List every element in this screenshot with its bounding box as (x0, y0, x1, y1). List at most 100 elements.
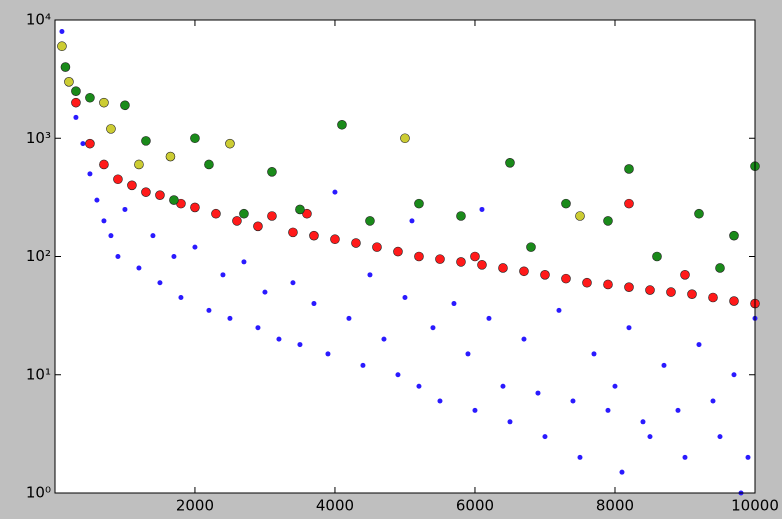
point (85, 138, 95, 149)
point (395, 372, 401, 378)
point (715, 263, 725, 273)
point (134, 159, 144, 170)
point (211, 208, 221, 219)
point (612, 383, 618, 389)
point (437, 398, 443, 404)
point (120, 100, 130, 111)
x-tick-label: 6000 (456, 497, 494, 515)
point (435, 254, 445, 264)
point (645, 285, 655, 295)
point (267, 211, 277, 221)
point (393, 246, 403, 257)
point (239, 208, 249, 219)
point (337, 119, 347, 130)
point (136, 265, 142, 271)
point (127, 180, 137, 191)
point (367, 272, 373, 278)
point (626, 325, 632, 331)
point (486, 315, 492, 321)
point (666, 287, 676, 297)
point (575, 211, 585, 221)
point (745, 454, 751, 460)
point (267, 167, 277, 177)
point (141, 187, 151, 197)
point (682, 454, 688, 460)
point (619, 469, 625, 475)
point (178, 295, 184, 301)
point (556, 307, 562, 313)
point (652, 251, 662, 262)
x-tick-label: 4000 (316, 497, 354, 515)
point (409, 218, 415, 224)
point (731, 372, 737, 378)
plot-area (55, 20, 755, 493)
point (416, 383, 422, 389)
point (332, 189, 338, 195)
point (477, 260, 487, 270)
point (73, 114, 79, 120)
point (470, 251, 480, 262)
point (591, 351, 597, 357)
point (521, 336, 527, 342)
point (99, 159, 109, 170)
point (325, 351, 331, 357)
point (297, 342, 303, 348)
point (220, 272, 226, 278)
point (372, 242, 382, 252)
point (414, 251, 424, 262)
point (99, 97, 109, 108)
point (624, 164, 634, 174)
point (710, 398, 716, 404)
point (603, 216, 613, 226)
point (241, 259, 247, 265)
point (647, 434, 653, 440)
point (190, 202, 200, 213)
point (157, 280, 163, 286)
point (113, 174, 123, 185)
y-tick-label: 10⁰ (26, 484, 51, 502)
point (603, 279, 613, 290)
point (456, 257, 466, 267)
point (505, 157, 515, 168)
point (87, 171, 93, 177)
point (190, 133, 200, 144)
point (479, 206, 485, 212)
point (472, 407, 478, 413)
point (288, 227, 298, 238)
point (64, 77, 74, 87)
point (500, 383, 506, 389)
point (694, 208, 704, 219)
point (577, 454, 583, 460)
point (60, 62, 71, 72)
point (465, 351, 471, 357)
y-tick-label: 10³ (26, 129, 51, 147)
point (729, 296, 739, 306)
point (451, 301, 457, 307)
point (150, 233, 156, 239)
y-tick-label: 10¹ (26, 365, 51, 383)
point (71, 86, 81, 96)
point (115, 254, 121, 259)
point (295, 204, 305, 215)
point (570, 398, 576, 404)
point (717, 434, 723, 440)
point (71, 97, 81, 108)
point (526, 242, 536, 252)
point (542, 434, 548, 440)
point (687, 289, 697, 299)
point (106, 124, 116, 134)
point (94, 197, 100, 203)
point (535, 390, 541, 396)
point (540, 270, 550, 280)
x-tick-label: 10000 (731, 497, 779, 515)
point (80, 141, 86, 147)
point (365, 216, 375, 226)
point (276, 336, 282, 342)
point (680, 270, 690, 280)
point (192, 244, 198, 250)
point (206, 307, 212, 313)
point (101, 218, 107, 224)
point (696, 342, 702, 348)
point (165, 151, 176, 162)
point (605, 407, 611, 413)
